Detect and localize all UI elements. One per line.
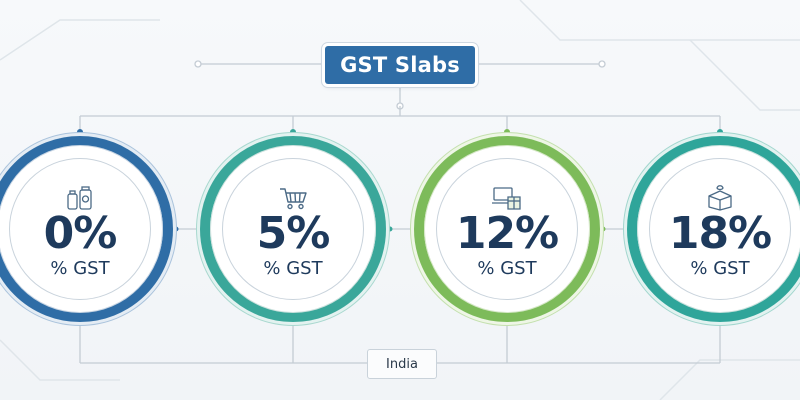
- country-label-box: India: [367, 349, 437, 379]
- slab-circle-3: 18% % GST: [627, 136, 800, 322]
- title-box: GST Slabs: [325, 46, 475, 84]
- slab-rate-0: 0%: [43, 208, 118, 259]
- diagram-title: GST Slabs: [340, 53, 460, 77]
- slab-label-1: % GST: [263, 258, 323, 279]
- slab-rate-3: 18%: [668, 208, 772, 259]
- shopping-cart-icon: [280, 188, 307, 210]
- electronics-icon: [492, 187, 521, 210]
- slab-inner-3: 18% % GST: [649, 158, 791, 300]
- slab-label-0: % GST: [50, 258, 110, 279]
- slab-circle-0: 0% % GST: [0, 136, 173, 322]
- slab-circle-1: 5% % GST: [200, 136, 386, 322]
- country-label: India: [386, 356, 418, 372]
- slab-inner-0: 0% % GST: [9, 158, 151, 300]
- slab-circle-2: 12% % GST: [414, 136, 600, 322]
- slab-rate-2: 12%: [455, 208, 559, 259]
- grocery-icon: [67, 186, 92, 210]
- package-icon: [708, 185, 732, 211]
- slab-inner-2: 12% % GST: [436, 158, 578, 300]
- slab-label-2: % GST: [477, 258, 537, 279]
- slab-rate-1: 5%: [256, 208, 331, 259]
- slab-label-3: % GST: [690, 258, 750, 279]
- slab-inner-1: 5% % GST: [222, 158, 364, 300]
